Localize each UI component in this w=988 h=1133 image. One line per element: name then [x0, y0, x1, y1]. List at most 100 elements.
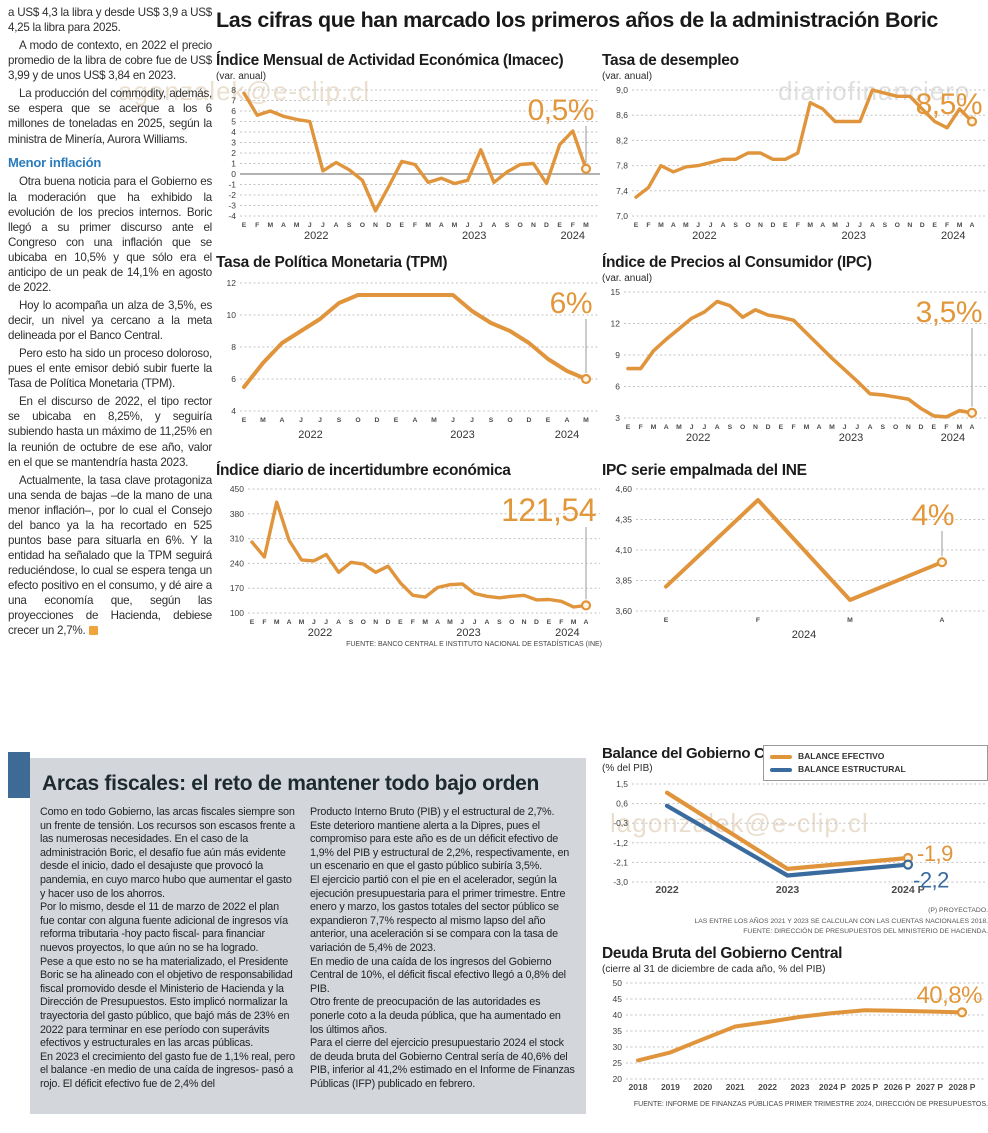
svg-text:2024: 2024 [792, 629, 816, 641]
svg-text:0,5%: 0,5% [528, 94, 594, 127]
svg-text:M: M [683, 222, 689, 229]
svg-text:M: M [956, 424, 962, 431]
svg-text:M: M [807, 222, 813, 229]
svg-text:2024 P: 2024 P [891, 884, 924, 896]
svg-text:7: 7 [231, 96, 236, 106]
svg-text:D: D [386, 619, 391, 626]
chart-title: Tasa de desempleo [602, 52, 739, 69]
svg-text:E: E [250, 619, 255, 626]
chart-title: Deuda Bruta del Gobierno Central [602, 945, 843, 962]
svg-text:1,5: 1,5 [616, 779, 628, 789]
svg-text:J: J [299, 417, 303, 424]
chart-subtitle: (cierre al 31 de diciembre de cada año, … [602, 964, 826, 975]
svg-text:3,5%: 3,5% [916, 296, 982, 329]
svg-text:F: F [262, 619, 266, 626]
chart-legend: BALANCE EFECTIVO BALANCE ESTRUCTURAL [763, 745, 988, 781]
svg-text:50: 50 [613, 978, 623, 988]
fiscal-panel: Arcas fiscales: el reto de mantener todo… [30, 758, 586, 1114]
panel-column-left: Como en todo Gobierno, las arcas fiscale… [40, 806, 296, 1091]
svg-text:F: F [571, 222, 575, 229]
chart-ipc: Índice de Precios al Consumidor (IPC) (va… [602, 254, 988, 454]
svg-text:15: 15 [611, 287, 621, 297]
svg-text:40,8%: 40,8% [916, 982, 982, 1009]
svg-text:9,0: 9,0 [616, 85, 628, 95]
chart-subtitle: (% del PIB) [602, 763, 653, 774]
panel-paragraph: Producto Interno Bruto (PIB) y el estruc… [310, 806, 570, 873]
svg-text:-3,0: -3,0 [613, 877, 628, 887]
svg-text:10: 10 [227, 310, 237, 320]
panel-paragraph: Pese a que esto no se ha materializado, … [40, 955, 293, 1050]
svg-text:A: A [671, 222, 676, 229]
svg-text:M: M [447, 619, 453, 626]
footnote: (P) PROYECTADO. [928, 907, 988, 914]
svg-text:S: S [883, 222, 888, 229]
svg-text:F: F [559, 619, 563, 626]
svg-text:D: D [920, 222, 925, 229]
footnote: LAS ENTRE LOS AÑOS 2021 Y 2023 SE CALCUL… [694, 917, 988, 925]
article-paragraph: A modo de contexto, en 2022 el precio pr… [8, 39, 212, 83]
svg-text:N: N [531, 222, 536, 229]
svg-text:M: M [294, 222, 300, 229]
svg-text:3: 3 [231, 138, 236, 148]
svg-text:O: O [895, 222, 900, 229]
svg-text:4%: 4% [912, 499, 954, 532]
svg-text:F: F [945, 222, 949, 229]
svg-text:3: 3 [615, 413, 620, 423]
svg-text:8: 8 [231, 342, 236, 352]
svg-text:A: A [485, 619, 490, 626]
svg-text:2022: 2022 [308, 627, 332, 639]
svg-text:N: N [753, 424, 758, 431]
svg-text:S: S [497, 619, 502, 626]
svg-text:M: M [676, 424, 682, 431]
svg-text:S: S [337, 417, 342, 424]
chart-title: Índice de Precios al Consumidor (IPC) [602, 254, 872, 271]
svg-text:E: E [779, 424, 784, 431]
svg-text:D: D [919, 424, 924, 431]
svg-text:4,60: 4,60 [615, 484, 632, 494]
chart-deuda-bruta: Deuda Bruta del Gobierno Central (cierre … [602, 945, 988, 1133]
chart-balance-gobierno-central: Balance del Gobierno Central Total (% del… [602, 745, 988, 943]
chart-incertidumbre: Índice diario de incertidumbre económica… [216, 462, 602, 674]
article-paragraph: La producción del commodity, además, se … [8, 87, 212, 146]
svg-text:240: 240 [230, 558, 244, 568]
svg-text:F: F [411, 619, 415, 626]
svg-text:-1: -1 [228, 180, 236, 190]
svg-text:A: A [281, 222, 286, 229]
svg-text:F: F [792, 424, 796, 431]
svg-text:2022: 2022 [692, 230, 716, 242]
chart-tpm: Tasa de Política Monetaria (TPM) 12 10 8 6 4 E… [216, 254, 602, 454]
page-title: Las cifras que han marcado los primeros … [216, 8, 938, 32]
svg-text:N: N [758, 222, 763, 229]
panel-title: Arcas fiscales: el reto de mantener todo… [42, 772, 540, 795]
svg-text:D: D [527, 417, 532, 424]
article-paragraph: Otra buena noticia para el Gobierno es l… [8, 175, 212, 294]
svg-text:M: M [804, 424, 810, 431]
svg-text:8,5%: 8,5% [916, 88, 982, 121]
svg-text:2024: 2024 [941, 230, 965, 242]
legend-swatch-blue [770, 767, 792, 772]
svg-text:S: S [489, 417, 494, 424]
svg-text:S: S [728, 424, 733, 431]
svg-text:A: A [940, 617, 945, 624]
svg-text:6: 6 [231, 106, 236, 116]
chart-footnotes: (P) PROYECTADO. LAS ENTRE LOS AÑOS 2021 … [602, 906, 988, 938]
svg-text:2021: 2021 [726, 1082, 745, 1092]
svg-text:8: 8 [231, 85, 236, 95]
svg-text:A: A [287, 619, 292, 626]
svg-text:O: O [893, 424, 898, 431]
chart-imacec: Índice Mensual de Actividad Económica (I… [216, 52, 602, 252]
svg-text:F: F [646, 222, 650, 229]
chart-ipc-serie-empalmada: IPC serie empalmada del INE 4,60 4,35 4,10 3… [602, 462, 988, 662]
svg-text:A: A [491, 222, 496, 229]
chart-source: FUENTE: INFORME DE FINANZAS PÚBLICAS PRI… [633, 1101, 988, 1108]
svg-text:E: E [242, 222, 247, 229]
section-accent-bar [8, 752, 30, 798]
svg-text:2020: 2020 [693, 1082, 712, 1092]
svg-text:J: J [308, 222, 312, 229]
svg-text:310: 310 [230, 534, 244, 544]
svg-text:2023: 2023 [462, 230, 486, 242]
svg-text:2028 P: 2028 P [949, 1082, 976, 1092]
svg-text:6: 6 [231, 374, 236, 384]
svg-text:E: E [783, 222, 788, 229]
svg-text:45: 45 [613, 994, 623, 1004]
